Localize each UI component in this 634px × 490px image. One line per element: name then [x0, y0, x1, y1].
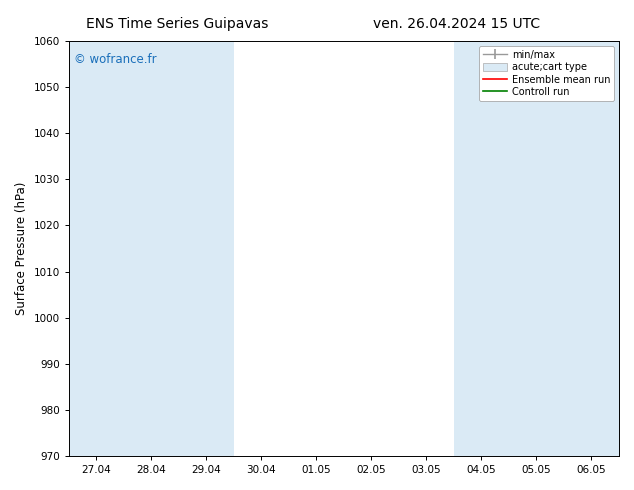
Bar	[454, 41, 509, 456]
Text: ENS Time Series Guipavas: ENS Time Series Guipavas	[86, 17, 269, 31]
Y-axis label: Surface Pressure (hPa): Surface Pressure (hPa)	[15, 182, 28, 315]
Legend: min/max, acute;cart type, Ensemble mean run, Controll run: min/max, acute;cart type, Ensemble mean …	[479, 46, 614, 101]
Bar	[124, 41, 179, 456]
Bar	[509, 41, 564, 456]
Bar	[564, 41, 619, 456]
Text: © wofrance.fr: © wofrance.fr	[74, 53, 157, 67]
Text: ven. 26.04.2024 15 UTC: ven. 26.04.2024 15 UTC	[373, 17, 540, 31]
Bar	[179, 41, 234, 456]
Bar	[69, 41, 124, 456]
